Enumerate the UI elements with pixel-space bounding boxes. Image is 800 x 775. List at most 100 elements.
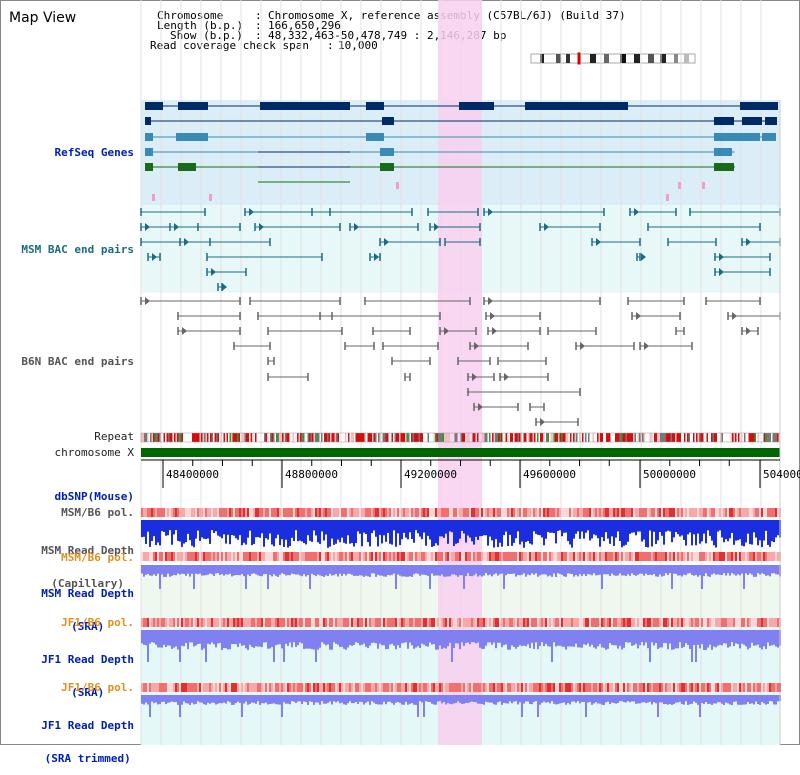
track-label-b6n-bac[interactable]: B6N BAC end pairs <box>21 355 134 368</box>
msm-b6-pol-strip <box>223 508 225 517</box>
repeat-mark <box>271 433 273 442</box>
jf1-b6-pol-strip <box>391 618 393 627</box>
jf1-depth-trimmed-bar <box>481 695 483 705</box>
repeat-mark <box>147 433 149 442</box>
jf1-depth-trimmed-bar <box>651 695 653 705</box>
msm-depth-sra-bar <box>637 565 639 575</box>
msm-b6-pol-strip-2 <box>703 552 705 561</box>
jf1-b6-pol-strip-2 <box>493 683 495 692</box>
track-label-refseq[interactable]: RefSeq Genes <box>54 146 134 159</box>
repeat-mark <box>567 433 569 442</box>
msm-b6-pol-strip-2 <box>145 552 147 561</box>
jf1-b6-pol-strip-2 <box>777 683 779 692</box>
jf1-depth-trimmed-bar <box>145 695 147 703</box>
jf1-b6-pol-strip-2 <box>207 683 209 692</box>
jf1-depth-sra-bar <box>379 630 381 644</box>
track-label-msm-bac[interactable]: MSM BAC end pairs <box>21 243 134 256</box>
jf1-depth-sra-bar <box>751 630 753 643</box>
track-label-dbsnp[interactable]: dbSNP(Mouse) <box>54 490 134 503</box>
repeat-mark <box>559 433 561 442</box>
msm-depth-sra-bar <box>609 565 611 576</box>
jf1-depth-trimmed-bar <box>307 695 309 705</box>
jf1-depth-sra-bar <box>411 630 413 646</box>
msm-depth-sra-bar <box>173 565 175 575</box>
jf1-depth-sra-bar <box>445 630 447 649</box>
msm-b6-pol-strip <box>459 508 461 517</box>
msm-depth-sra-bar <box>187 565 189 574</box>
exon-block <box>145 163 153 171</box>
msm-depth-sra-bar <box>157 565 159 574</box>
msm-depth-capillary-bar <box>305 520 307 545</box>
msm-b6-pol-strip <box>675 508 677 517</box>
msm-depth-capillary-bar <box>343 520 345 543</box>
genome-tracks-canvas[interactable]: 48400000 48800000 49200000 49600000 50000000… <box>0 0 800 745</box>
track-label-line: (Capillary) <box>51 577 125 590</box>
msm-depth-sra-bar <box>373 565 375 574</box>
jf1-depth-trimmed-bar <box>229 695 231 703</box>
exon-block <box>626 166 628 168</box>
exon-block <box>525 102 628 110</box>
msm-b6-pol-strip-2 <box>263 552 265 561</box>
track-label-msm-depth-capillary[interactable]: MSM Read Depth (Capillary) <box>41 523 134 600</box>
track-label-msm-b6-pol-2[interactable]: MSM/B6 pol. <box>61 551 134 564</box>
msm-depth-sra-bar <box>751 565 753 575</box>
msm-depth-sra-bar <box>195 565 197 574</box>
jf1-b6-pol-strip <box>637 618 639 627</box>
repeat-mark <box>642 433 644 442</box>
jf1-depth-sra-bar <box>755 630 757 646</box>
msm-b6-pol-strip <box>775 508 777 517</box>
jf1-depth-trimmed-bar <box>761 695 763 702</box>
msm-b6-pol-strip-2 <box>407 552 409 561</box>
jf1-depth-trimmed-bar <box>345 695 347 705</box>
msm-b6-pol-strip-2 <box>465 552 467 561</box>
exon-block <box>730 133 760 141</box>
msm-depth-capillary-bar <box>463 520 465 534</box>
jf1-depth-trimmed-bar <box>545 695 547 703</box>
jf1-b6-pol-strip <box>529 618 531 627</box>
jf1-depth-trimmed-bar <box>205 695 207 705</box>
msm-b6-pol-strip <box>295 508 297 517</box>
msm-depth-sra-bar <box>395 565 397 589</box>
msm-depth-capillary-bar <box>163 520 165 532</box>
msm-depth-capillary-bar <box>679 520 681 537</box>
jf1-depth-sra-bar <box>565 630 567 650</box>
track-label-jf1-depth-sra[interactable]: JF1 Read Depth (SRA) <box>41 632 134 709</box>
track-label-repeat[interactable]: Repeat <box>94 430 134 443</box>
jf1-b6-pol-strip <box>255 618 257 627</box>
msm-b6-pol-strip-2 <box>573 552 575 561</box>
msm-b6-pol-strip <box>329 508 331 517</box>
jf1-b6-pol-strip <box>395 618 397 627</box>
track-label-jf1-b6-pol-2[interactable]: JF1/B6 pol. <box>61 681 134 694</box>
msm-depth-sra-bar <box>667 565 669 575</box>
jf1-b6-pol-strip <box>159 618 161 627</box>
msm-b6-pol-strip <box>163 508 165 517</box>
jf1-b6-pol-strip <box>247 618 249 627</box>
msm-b6-pol-strip-2 <box>367 552 369 561</box>
jf1-b6-pol-strip-2 <box>431 683 433 692</box>
jf1-b6-pol-strip <box>705 618 707 627</box>
msm-depth-capillary-bar <box>673 520 675 538</box>
chromosome-ideogram[interactable] <box>530 52 700 66</box>
msm-depth-capillary-bar <box>217 520 219 536</box>
track-label-msm-depth-sra[interactable]: MSM Read Depth (SRA) <box>41 566 134 643</box>
msm-b6-pol-strip <box>705 508 707 517</box>
track-label-jf1-b6-pol-1[interactable]: JF1/B6 pol. <box>61 616 134 629</box>
msm-depth-capillary-bar <box>223 520 225 535</box>
msm-b6-pol-strip-2 <box>401 552 403 561</box>
repeat-mark <box>676 433 678 442</box>
msm-depth-capillary-bar <box>645 520 647 547</box>
jf1-b6-pol-strip <box>725 618 727 627</box>
jf1-depth-trimmed-bar <box>221 695 223 704</box>
repeat-mark <box>664 433 666 442</box>
jf1-depth-trimmed-bar <box>709 695 711 704</box>
jf1-depth-sra-bar <box>495 630 497 649</box>
msm-depth-sra-bar <box>527 565 529 575</box>
jf1-b6-pol-strip <box>563 618 565 627</box>
msm-b6-pol-strip-2 <box>279 552 281 561</box>
jf1-b6-pol-strip <box>571 618 573 627</box>
jf1-depth-trimmed-bar <box>621 695 623 702</box>
repeat-mark <box>597 433 599 442</box>
msm-depth-capillary-bar <box>369 520 371 547</box>
track-label-msm-b6-pol-1[interactable]: MSM/B6 pol. <box>61 506 134 519</box>
msm-depth-sra-bar <box>697 565 699 577</box>
